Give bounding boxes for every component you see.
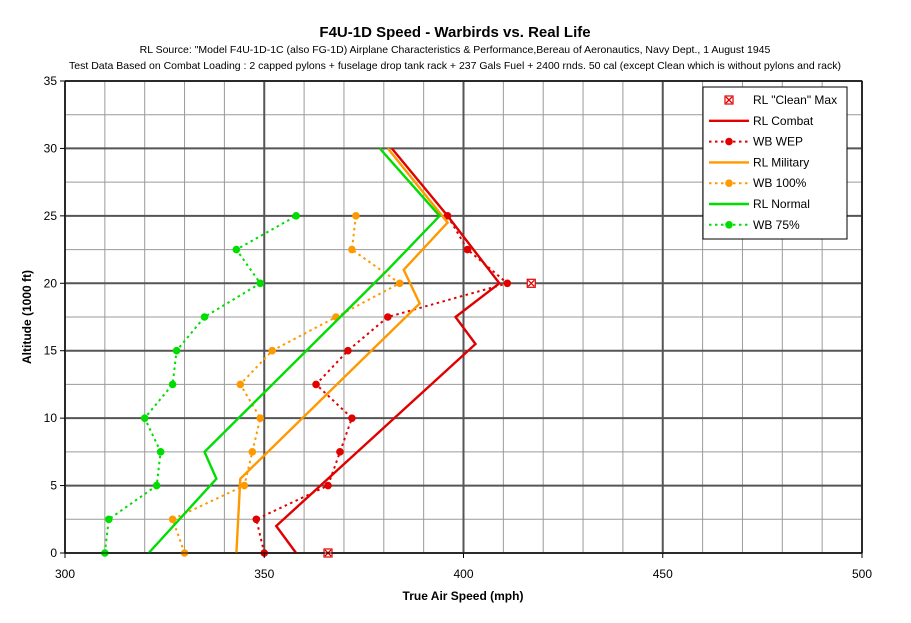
y-tick-label: 35	[44, 74, 58, 88]
data-point	[105, 515, 113, 524]
data-point	[352, 212, 360, 220]
y-tick-label: 25	[44, 209, 58, 223]
data-point	[240, 481, 249, 490]
legend-entry: WB 75%	[709, 218, 800, 232]
data-point	[172, 346, 181, 355]
data-point	[443, 212, 452, 220]
legend-label: WB 75%	[753, 218, 800, 232]
series-3	[235, 147, 450, 554]
legend-label: RL Military	[753, 155, 809, 169]
chart-subtitle-line-2: Test Data Based on Combat Loading : 2 ca…	[69, 60, 841, 72]
series-line	[235, 147, 450, 554]
data-point	[395, 279, 404, 288]
x-tick-label: 500	[852, 567, 872, 581]
y-tick-label: 15	[44, 344, 58, 358]
data-point	[324, 481, 332, 490]
data-point	[348, 245, 356, 254]
data-point	[463, 245, 472, 254]
data-point	[268, 346, 277, 355]
data-point	[383, 313, 392, 321]
series-layer	[101, 147, 536, 558]
y-tick-label: 10	[44, 411, 58, 425]
data-point	[252, 515, 261, 524]
legend: RL "Clean" Max RL Combat WB WEP RL Military…	[702, 86, 848, 240]
data-point	[292, 212, 300, 220]
legend-label: RL Normal	[753, 197, 810, 211]
data-point	[168, 515, 177, 524]
legend-marker	[724, 95, 734, 105]
legend-entry: RL Military	[709, 155, 809, 169]
y-axis-title: Altitude (1000 ft)	[20, 270, 34, 364]
legend-label: WB 100%	[753, 176, 807, 190]
axis-ticks: 300 350 400 450 500 0 5 10 15 20 25 30 35	[44, 74, 873, 581]
series-4	[168, 212, 404, 557]
data-point	[168, 380, 177, 389]
data-point	[526, 278, 536, 288]
series-5	[147, 147, 442, 554]
legend-entry: WB 100%	[709, 176, 807, 190]
series-2	[252, 212, 512, 557]
x-tick-label: 400	[453, 567, 473, 581]
chart-subtitle-line-1: RL Source: "Model F4U-1D-1C (also FG-1D)…	[140, 44, 771, 56]
legend-marker	[725, 137, 733, 146]
y-tick-label: 20	[44, 276, 58, 290]
data-point	[156, 448, 165, 456]
legend-label: RL "Clean" Max	[753, 93, 837, 107]
data-point	[503, 279, 512, 288]
y-tick-label: 0	[50, 546, 57, 560]
data-point	[344, 346, 352, 355]
data-point	[248, 448, 257, 456]
data-point	[312, 380, 320, 389]
legend-label: RL Combat	[753, 114, 814, 128]
legend-entry: WB WEP	[709, 135, 803, 149]
data-point	[256, 414, 265, 422]
data-point	[232, 245, 241, 254]
legend-marker	[725, 179, 733, 187]
legend-entry: RL Combat	[709, 114, 814, 128]
legend-marker	[725, 221, 733, 229]
legend-entry: RL Normal	[709, 197, 810, 211]
y-tick-label: 5	[50, 479, 57, 493]
legend-marker-cross	[725, 96, 733, 104]
data-point-cross	[527, 279, 535, 287]
data-point	[256, 279, 265, 288]
data-point	[348, 414, 356, 422]
x-tick-label: 450	[653, 567, 673, 581]
data-point	[152, 481, 161, 490]
series-line	[147, 147, 442, 554]
data-point	[200, 313, 209, 321]
x-tick-label: 350	[254, 567, 274, 581]
data-point	[140, 414, 149, 422]
x-axis-title: True Air Speed (mph)	[403, 589, 524, 603]
chart-title: F4U-1D Speed - Warbirds vs. Real Life	[319, 24, 590, 41]
data-point	[236, 380, 245, 389]
legend-entry: RL "Clean" Max	[724, 93, 837, 107]
x-tick-label: 300	[55, 567, 75, 581]
series-line	[103, 215, 297, 554]
legend-label: WB WEP	[753, 135, 803, 149]
y-tick-label: 30	[44, 141, 58, 155]
data-point	[336, 448, 344, 456]
